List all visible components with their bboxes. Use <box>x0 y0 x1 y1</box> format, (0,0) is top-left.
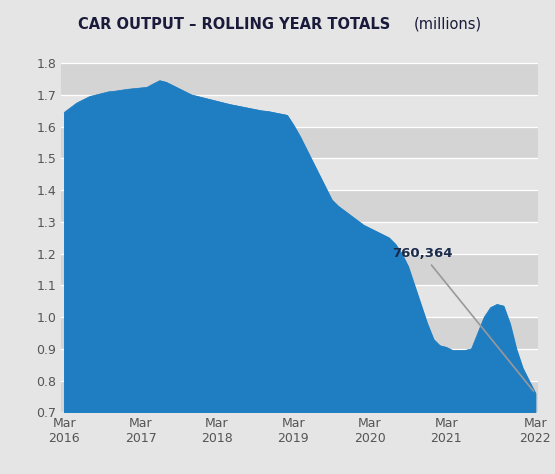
Bar <box>61 47 538 63</box>
Bar <box>61 381 538 412</box>
Bar <box>61 190 538 222</box>
Bar <box>61 222 538 254</box>
Bar <box>61 63 538 95</box>
Bar <box>61 317 538 349</box>
Bar <box>61 285 538 317</box>
Bar <box>61 254 538 285</box>
Text: CAR OUTPUT – ROLLING YEAR TOTALS: CAR OUTPUT – ROLLING YEAR TOTALS <box>78 17 390 32</box>
Bar <box>61 349 538 381</box>
Text: 760,364: 760,364 <box>392 247 533 391</box>
Bar <box>61 127 538 158</box>
Text: (millions): (millions) <box>413 17 482 32</box>
Bar <box>61 158 538 190</box>
Bar <box>61 95 538 127</box>
